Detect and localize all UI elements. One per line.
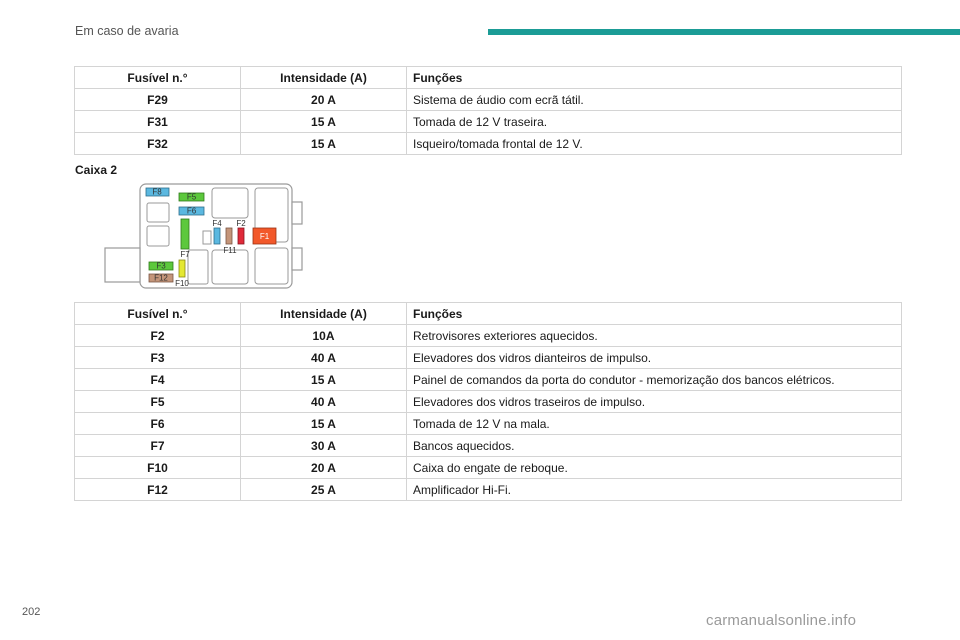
fuse-function: Caixa do engate de reboque. — [406, 456, 902, 479]
fuse-label-f2: F2 — [236, 219, 246, 228]
fuse-f11 — [225, 227, 233, 245]
fuse-amperage: 15 A — [240, 368, 407, 391]
fuse-amperage: 20 A — [240, 456, 407, 479]
right-clip-bottom — [291, 247, 303, 271]
relay-slot — [146, 225, 170, 247]
fuse-f3 — [148, 261, 174, 271]
fuse-box-caption: Caixa 2 — [75, 163, 118, 177]
fuse-f4 — [213, 227, 221, 245]
fuse-label-f11: F11 — [223, 246, 237, 255]
page-number: 202 — [22, 606, 41, 618]
fuse-function: Bancos aquecidos. — [406, 434, 902, 457]
fuse-label-f8: F8 — [152, 188, 162, 197]
fuse-f10 — [178, 259, 186, 278]
fuse-amperage: 40 A — [240, 390, 407, 413]
table-header-row: Fusível n.° Intensidade (A) Funções — [74, 302, 902, 325]
fuse-table-1: Fusível n.° Intensidade (A) Funções F29 … — [74, 66, 902, 155]
fuse-label-f12: F12 — [154, 274, 168, 283]
fuse-f8 — [145, 187, 170, 197]
table-row: F3 40 A Elevadores dos vidros dianteiros… — [74, 346, 902, 369]
fuse-amperage: 40 A — [240, 346, 407, 369]
fuse-f7 — [180, 218, 190, 250]
fuse-amperage: 15 A — [240, 412, 407, 435]
fuse-number: F5 — [74, 390, 241, 413]
fuse-number: F7 — [74, 434, 241, 457]
table-row: F2 10A Retrovisores exteriores aquecidos… — [74, 324, 902, 347]
fuse-label-f4: F4 — [212, 219, 222, 228]
fuse-function: Sistema de áudio com ecrã tátil. — [406, 88, 902, 111]
relay-slot — [187, 249, 209, 285]
fuse-number: F3 — [74, 346, 241, 369]
fuse-number: F6 — [74, 412, 241, 435]
fuse-function: Elevadores dos vidros traseiros de impul… — [406, 390, 902, 413]
fuse-label-f3: F3 — [156, 262, 166, 271]
fuse-f12 — [148, 273, 174, 283]
fuse-function: Isqueiro/tomada frontal de 12 V. — [406, 132, 902, 155]
table-row: F29 20 A Sistema de áudio com ecrã tátil… — [74, 88, 902, 111]
fuse-amperage: 15 A — [240, 132, 407, 155]
fuse-number: F31 — [74, 110, 241, 133]
fuse-function: Elevadores dos vidros dianteiros de impu… — [406, 346, 902, 369]
fuse-number: F29 — [74, 88, 241, 111]
table-row: F4 15 A Painel de comandos da porta do c… — [74, 368, 902, 391]
table-row: F12 25 A Amplificador Hi-Fi. — [74, 478, 902, 501]
fuse-label-f7: F7 — [180, 250, 190, 259]
watermark: carmanualsonline.info — [706, 612, 857, 629]
relay-slot — [146, 202, 170, 223]
left-clip — [104, 247, 141, 283]
fuse-amperage: 30 A — [240, 434, 407, 457]
fuse-function: Retrovisores exteriores aquecidos. — [406, 324, 902, 347]
fuse-number: F2 — [74, 324, 241, 347]
right-clip-top — [291, 201, 303, 225]
table-header-row: Fusível n.° Intensidade (A) Funções — [74, 66, 902, 89]
fuse-label-f1: F1 — [260, 232, 270, 241]
table-row: F10 20 A Caixa do engate de reboque. — [74, 456, 902, 479]
table-row: F6 15 A Tomada de 12 V na mala. — [74, 412, 902, 435]
col-header-fuse: Fusível n.° — [74, 66, 241, 89]
fuse-label-f6: F6 — [187, 207, 197, 216]
fuse-function: Tomada de 12 V traseira. — [406, 110, 902, 133]
fuse-box-diagram: F8 F5 F6 F7 F4 F11 F2 F1 F3 F12 F10 — [104, 183, 303, 289]
fuse-amperage: 20 A — [240, 88, 407, 111]
header-accent-bar — [488, 29, 960, 35]
fuse-table-2: Fusível n.° Intensidade (A) Funções F2 1… — [74, 302, 902, 501]
fuse-f1 — [252, 227, 277, 245]
fuse-number: F4 — [74, 368, 241, 391]
fuse-amperage: 15 A — [240, 110, 407, 133]
relay-slot — [211, 187, 249, 219]
relay-slot — [254, 247, 289, 285]
relay-slot — [211, 249, 249, 285]
fuse-function: Painel de comandos da porta do condutor … — [406, 368, 902, 391]
spare-slot — [202, 230, 212, 245]
table-row: F7 30 A Bancos aquecidos. — [74, 434, 902, 457]
fuse-number: F32 — [74, 132, 241, 155]
col-header-amperage: Intensidade (A) — [240, 302, 407, 325]
fuse-f2 — [237, 227, 245, 245]
fuse-amperage: 25 A — [240, 478, 407, 501]
section-title: Em caso de avaria — [75, 24, 179, 38]
col-header-amperage: Intensidade (A) — [240, 66, 407, 89]
fuse-f6 — [178, 206, 205, 216]
fuse-amperage: 10A — [240, 324, 407, 347]
fuse-label-f5: F5 — [187, 193, 197, 202]
fuse-label-f10: F10 — [175, 279, 189, 288]
fuse-f5 — [178, 192, 205, 202]
fuse-function: Amplificador Hi-Fi. — [406, 478, 902, 501]
col-header-fuse: Fusível n.° — [74, 302, 241, 325]
table-row: F32 15 A Isqueiro/tomada frontal de 12 V… — [74, 132, 902, 155]
fuse-function: Tomada de 12 V na mala. — [406, 412, 902, 435]
table-row: F31 15 A Tomada de 12 V traseira. — [74, 110, 902, 133]
col-header-functions: Funções — [406, 302, 902, 325]
fuse-number: F10 — [74, 456, 241, 479]
fuse-number: F12 — [74, 478, 241, 501]
table-row: F5 40 A Elevadores dos vidros traseiros … — [74, 390, 902, 413]
col-header-functions: Funções — [406, 66, 902, 89]
